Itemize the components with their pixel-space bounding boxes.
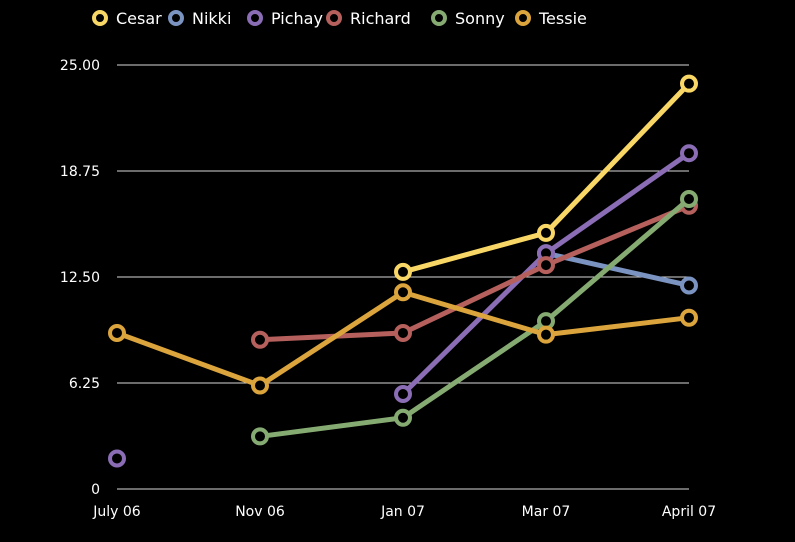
data-point <box>394 385 412 404</box>
legend-label: Tessie <box>538 9 587 28</box>
series-group <box>108 74 698 468</box>
y-tick-label: 25.00 <box>60 58 100 74</box>
series-line <box>545 250 690 288</box>
data-point <box>680 74 698 93</box>
series-cesar <box>394 74 698 281</box>
x-tick-label: Mar 07 <box>522 504 571 520</box>
legend: Cesar Nikki Pichay Richard Sonny Tessie <box>92 9 587 28</box>
legend-item-cesar: Cesar <box>92 9 162 28</box>
legend-label: Richard <box>350 9 411 28</box>
legend-item-pichay: Pichay <box>247 9 323 28</box>
y-tick-label: 6.25 <box>69 376 100 392</box>
data-point <box>680 189 698 208</box>
data-point <box>394 262 412 281</box>
series-tessie <box>108 283 698 395</box>
legend-marker-icon <box>326 10 342 26</box>
legend-label: Nikki <box>192 9 231 28</box>
legend-marker-icon <box>515 10 531 26</box>
x-tick-label: Nov 06 <box>235 504 285 520</box>
data-point <box>251 427 269 446</box>
y-tick-label: 12.50 <box>60 270 100 286</box>
series-line <box>402 81 691 275</box>
data-point <box>680 308 698 327</box>
legend-marker-icon <box>168 10 184 26</box>
legend-label: Cesar <box>116 9 162 28</box>
legend-marker-icon <box>247 10 263 26</box>
y-tick-label: 18.75 <box>60 164 100 180</box>
legend-item-sonny: Sonny <box>431 9 505 28</box>
legend-item-tessie: Tessie <box>515 9 587 28</box>
y-tick-label: 0 <box>91 482 100 498</box>
data-point <box>108 323 126 342</box>
data-point <box>108 449 126 468</box>
data-point <box>394 323 412 342</box>
data-point <box>394 408 412 427</box>
data-point <box>680 276 698 295</box>
legend-item-richard: Richard <box>326 9 411 28</box>
legend-label: Pichay <box>271 9 323 28</box>
legend-marker-icon <box>431 10 447 26</box>
data-point <box>251 376 269 395</box>
data-point <box>537 256 555 275</box>
data-point <box>537 325 555 344</box>
legend-label: Sonny <box>455 9 505 28</box>
x-axis: July 06 Nov 06 Jan 07 Mar 07 April 07 <box>92 504 716 520</box>
data-point <box>537 223 555 242</box>
series-line <box>259 197 691 439</box>
data-point <box>251 330 269 349</box>
series-sonny <box>251 189 698 446</box>
legend-marker-icon <box>92 10 108 26</box>
series-nikki <box>537 244 698 295</box>
data-point <box>680 144 698 163</box>
data-point <box>394 283 412 302</box>
y-axis: 0 6.25 12.50 18.75 25.00 <box>60 58 100 498</box>
legend-item-nikki: Nikki <box>168 9 231 28</box>
x-tick-label: July 06 <box>92 504 141 520</box>
x-tick-label: April 07 <box>662 504 716 520</box>
x-tick-label: Jan 07 <box>380 504 425 520</box>
